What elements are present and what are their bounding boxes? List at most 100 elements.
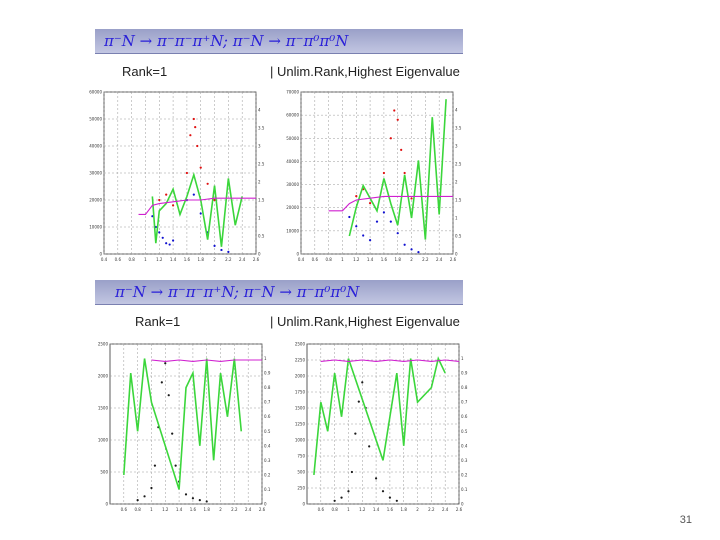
- blue-data-point: [168, 243, 171, 246]
- black-data-point: [171, 432, 174, 435]
- y-tick-label: 1000: [98, 438, 109, 443]
- bottom-left-header: Rank=1: [135, 314, 181, 329]
- y2-tick-label: 0.7: [461, 400, 468, 405]
- blue-data-point: [410, 248, 413, 251]
- top-title: π⁻N → π⁻π⁻π⁺N; π⁻N → π⁻π⁰π⁰N: [104, 32, 349, 50]
- x-tick-label: 1.2: [156, 257, 163, 262]
- black-data-point: [150, 486, 153, 490]
- y-tick-label: 2000: [295, 374, 306, 379]
- red-data-point: [355, 195, 358, 198]
- x-tick-label: 0.6: [318, 507, 325, 512]
- top-title-banner: [95, 29, 463, 54]
- y2-tick-label: 4: [258, 108, 261, 113]
- blue-data-point: [213, 244, 216, 247]
- x-tick-label: 2: [410, 257, 413, 262]
- green-series-line: [151, 171, 243, 247]
- x-tick-label: 2.6: [456, 507, 463, 512]
- y2-tick-label: 1: [461, 356, 464, 361]
- black-data-point: [357, 400, 360, 403]
- x-tick-label: 2.6: [450, 257, 457, 262]
- x-tick-label: 1: [150, 507, 153, 512]
- blue-data-point: [348, 215, 351, 219]
- x-tick-label: 2: [219, 507, 222, 512]
- red-data-point: [165, 193, 168, 196]
- red-data-point: [171, 204, 175, 207]
- y-tick-label: 10000: [89, 225, 102, 230]
- black-data-point: [361, 381, 364, 384]
- red-data-point: [410, 197, 413, 200]
- y2-tick-label: 0.8: [264, 385, 271, 390]
- blue-data-point: [375, 220, 379, 223]
- magenta-series-line: [138, 197, 256, 215]
- y-tick-label: 2000: [98, 374, 109, 379]
- red-data-point: [389, 137, 392, 140]
- x-tick-label: 1: [347, 507, 350, 512]
- red-data-point: [185, 171, 189, 175]
- black-data-point: [395, 499, 398, 502]
- y-tick-label: 30000: [89, 171, 102, 176]
- x-tick-label: 1.8: [198, 257, 205, 262]
- y-tick-label: 1000: [295, 438, 306, 443]
- y-tick-label: 40000: [89, 144, 102, 149]
- blue-data-point: [362, 234, 365, 237]
- y2-tick-label: 0.3: [461, 458, 468, 463]
- y2-tick-label: 0.8: [461, 385, 468, 390]
- x-tick-label: 2.4: [436, 257, 443, 262]
- y2-tick-label: 0.7: [264, 400, 271, 405]
- black-data-point: [160, 381, 163, 384]
- y2-tick-label: 0.1: [264, 487, 271, 492]
- y2-tick-label: 0.5: [455, 234, 462, 239]
- black-data-point: [191, 497, 195, 500]
- red-data-point: [199, 166, 202, 169]
- y2-tick-label: 0.4: [461, 443, 468, 448]
- black-data-point: [198, 499, 201, 502]
- y-tick-label: 30000: [286, 182, 299, 187]
- black-data-point: [153, 464, 157, 467]
- x-tick-label: 1.2: [353, 257, 360, 262]
- red-data-point: [158, 198, 161, 202]
- y-tick-label: 0: [302, 502, 305, 507]
- x-tick-label: 2.2: [231, 507, 238, 512]
- y-tick-label: 70000: [286, 90, 299, 95]
- y-tick-label: 250: [297, 486, 305, 491]
- y-tick-label: 0: [105, 502, 108, 507]
- x-tick-label: 2.2: [422, 257, 429, 262]
- red-data-point: [368, 201, 372, 205]
- blue-data-point: [355, 225, 358, 228]
- y-tick-label: 1250: [295, 422, 306, 427]
- red-data-point: [403, 171, 406, 175]
- black-data-point: [184, 493, 188, 496]
- plot-bottom-right: 0.6 0.8 1 1.2 1.4 1.6 1.8 2 2.2 2.4 2.602505007501…: [295, 342, 468, 513]
- blue-data-point: [192, 193, 195, 196]
- blue-data-point: [165, 242, 168, 245]
- x-tick-label: 0.6: [121, 507, 128, 512]
- y2-tick-label: 1.5: [455, 198, 462, 203]
- blue-data-point: [151, 215, 154, 218]
- y2-tick-label: 0.3: [264, 458, 271, 463]
- red-data-point: [393, 109, 396, 112]
- y2-tick-label: 1: [455, 216, 458, 221]
- top-left-header: Rank=1: [122, 64, 168, 79]
- magenta-series-line: [320, 359, 460, 363]
- y-tick-label: 1750: [295, 390, 306, 395]
- plot-frame: [300, 91, 454, 255]
- blue-data-point: [199, 212, 202, 215]
- green-series-line: [123, 358, 243, 490]
- y-tick-label: 60000: [89, 90, 102, 95]
- black-data-point: [347, 490, 350, 493]
- y2-tick-label: 0.5: [264, 429, 271, 434]
- red-data-point: [194, 126, 197, 129]
- green-series-line: [348, 99, 447, 240]
- x-tick-label: 1.6: [190, 507, 197, 512]
- x-tick-label: 0.8: [331, 507, 338, 512]
- x-tick-label: 0.8: [325, 257, 332, 262]
- y2-tick-label: 0: [258, 252, 261, 257]
- blue-data-point: [382, 211, 386, 214]
- slide-number: 31: [679, 514, 692, 526]
- x-tick-label: 1.6: [381, 257, 388, 262]
- x-tick-label: 1.6: [387, 507, 394, 512]
- blue-data-point: [158, 231, 161, 234]
- black-data-point: [174, 464, 177, 467]
- y2-tick-label: 0.1: [461, 487, 468, 492]
- red-data-point: [196, 144, 199, 148]
